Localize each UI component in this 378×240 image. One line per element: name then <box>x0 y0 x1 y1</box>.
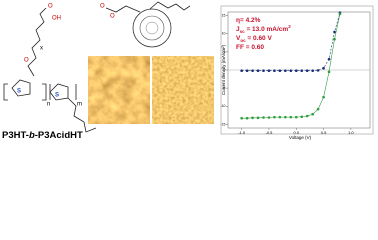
data-point <box>278 69 282 73</box>
annotation-part: η= 4.2% <box>236 17 261 24</box>
annotation: Voc = 0.60 V <box>236 35 272 43</box>
data-point <box>284 69 287 73</box>
atom-label: n <box>47 102 50 108</box>
data-point <box>327 70 331 74</box>
x-axis-label: Voltage (V) <box>289 135 312 140</box>
data-point <box>316 69 320 72</box>
figure: O OH O x S S n m P3HT-b-P3AcidHT O O Vol… <box>2 1 374 141</box>
atom-label: x <box>40 46 43 52</box>
atom-label: O <box>100 4 105 10</box>
caption-part: -P3AcidHT <box>35 130 83 141</box>
annotation: Jsc = 13.0 mA/cm2 <box>236 24 291 34</box>
data-point <box>251 69 254 73</box>
atom-label: O <box>110 14 115 20</box>
annotation: η= 4.2% <box>236 17 261 24</box>
caption: P3HT-b-P3AcidHT <box>2 130 83 141</box>
annotation-part: = 13.0 mA/cm <box>245 26 289 33</box>
data-point <box>245 69 249 73</box>
data-point <box>273 115 276 119</box>
data-point <box>240 116 243 120</box>
y-tick-label: 5 <box>224 50 226 54</box>
molecule <box>3 7 97 133</box>
data-point <box>267 116 271 119</box>
data-point <box>289 69 293 73</box>
atom-label: m <box>77 102 82 108</box>
atom-label: S <box>55 93 59 99</box>
afm-image <box>88 56 150 124</box>
data-point <box>267 69 271 73</box>
data-point <box>284 115 287 119</box>
data-point <box>300 69 304 73</box>
annotation-part: = 0.60 V <box>246 35 273 42</box>
data-point <box>305 69 309 73</box>
x-tick-label: 0.0 <box>293 130 299 135</box>
y-axis-label: Current density (mA/cm²) <box>221 44 226 95</box>
data-point <box>305 114 309 118</box>
annotation-part: 2 <box>288 24 291 29</box>
atom-label: O <box>24 58 29 64</box>
data-point <box>256 116 260 120</box>
data-point <box>311 112 314 116</box>
data-point <box>245 116 249 120</box>
data-point <box>262 116 265 119</box>
x-tick-label: 1.0 <box>348 130 354 135</box>
y-tick-label: -5 <box>222 86 225 90</box>
y-tick-label: 10 <box>222 32 226 36</box>
data-point <box>294 115 298 119</box>
data-point <box>262 69 265 73</box>
data-point <box>251 116 254 120</box>
data-point <box>333 30 336 34</box>
data-point <box>322 95 325 99</box>
atom-label: S <box>17 89 21 95</box>
data-point <box>300 115 304 119</box>
x-tick-label: 0.5 <box>321 130 327 135</box>
data-point <box>278 115 282 119</box>
data-point <box>240 69 243 73</box>
data-point <box>273 69 276 73</box>
annotation-part: oc <box>240 38 246 43</box>
annotation: FF = 0.60 <box>236 44 264 51</box>
afm-image <box>152 56 214 124</box>
data-point <box>327 57 331 61</box>
atom-label: O <box>48 4 53 10</box>
y-tick-label: 0 <box>224 68 226 72</box>
annotation-part: V <box>236 35 241 42</box>
y-tick-label: 15 <box>222 14 226 18</box>
data-point <box>338 12 342 16</box>
x-tick-label: -0.5 <box>266 130 274 135</box>
data-point <box>311 69 314 73</box>
page: O OH O x S S n m P3HT-b-P3AcidHT O O Vol… <box>2 1 374 141</box>
annotation-part: FF = 0.60 <box>236 44 264 51</box>
data-point <box>322 66 325 70</box>
data-point <box>316 107 320 111</box>
caption-part: P3HT- <box>2 130 29 141</box>
annotation-part: sc <box>240 29 246 34</box>
atom-label: OH <box>52 16 61 22</box>
data-point <box>333 37 336 41</box>
x-tick-label: -1.0 <box>238 130 246 135</box>
fullerene <box>105 1 191 48</box>
data-point <box>256 69 260 73</box>
annotation-part: J <box>236 26 240 33</box>
y-tick-label: -10 <box>220 104 225 108</box>
caption-part: b <box>29 130 35 141</box>
data-point <box>289 115 293 119</box>
y-tick-label: -15 <box>220 122 225 126</box>
data-point <box>294 69 298 73</box>
